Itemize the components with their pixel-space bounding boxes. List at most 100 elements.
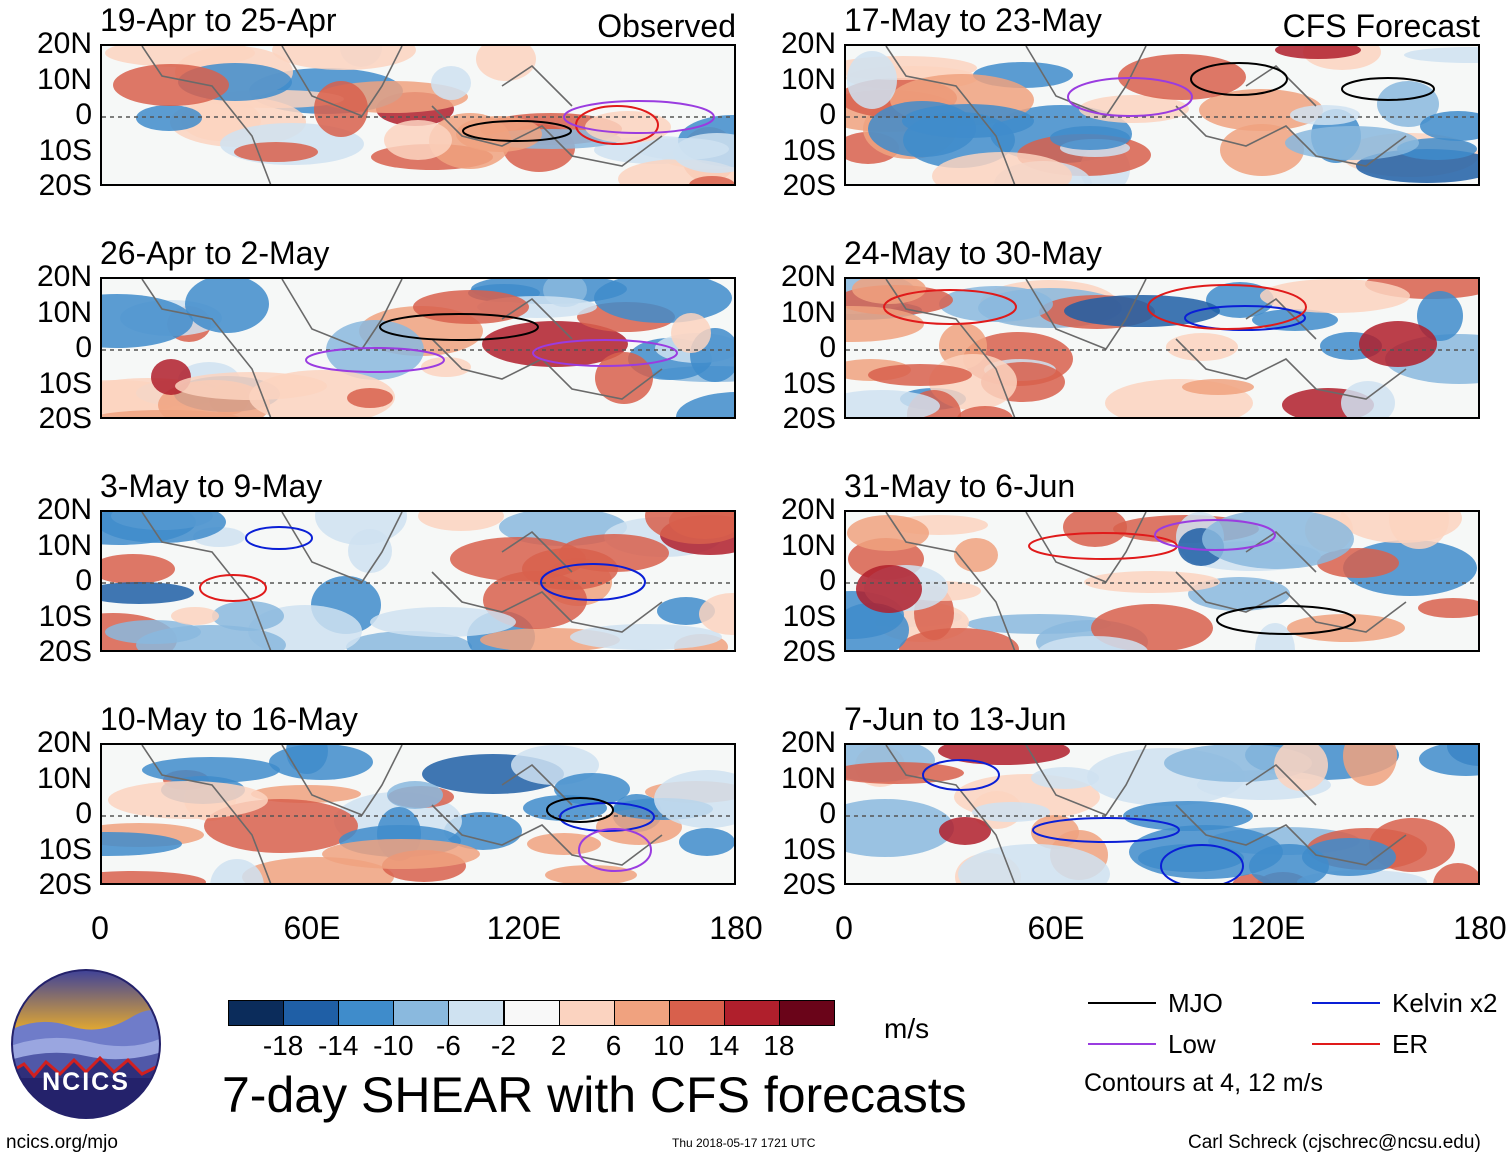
lat-tick-label: 10S (782, 599, 836, 633)
shear-anomaly-blob (846, 799, 954, 857)
shear-anomaly-blob (348, 529, 392, 573)
lon-tick-label: 120E (1230, 910, 1306, 946)
shear-anomaly-blob (846, 306, 924, 342)
shear-anomaly-blob (856, 565, 922, 613)
wave-contour (563, 100, 715, 134)
shear-anomaly-blob (272, 46, 416, 70)
panel-title: 10-May to 16-May (100, 701, 358, 737)
shear-anomaly-blob (868, 101, 976, 157)
shear-anomaly-blob (1275, 46, 1361, 59)
site-link[interactable]: ncics.org/mjo (6, 1132, 118, 1153)
lat-tick-label: 10N (780, 62, 836, 96)
panel-title: 17-May to 23-May (844, 2, 1102, 38)
panel-title: 19-Apr to 25-Apr (100, 2, 337, 38)
map-panel (100, 510, 736, 652)
colorbar-swatch (613, 1000, 670, 1026)
legend-line-mjo (1088, 1002, 1156, 1004)
colorbar-tick-label: 14 (708, 1030, 740, 1061)
shear-field (846, 512, 1478, 650)
colorbar-tick-label: 6 (605, 1030, 622, 1061)
shear-field (846, 46, 1478, 184)
shear-anomaly-blob (679, 828, 734, 856)
lon-tick-label: 120E (486, 910, 562, 946)
lat-tick-label: 20N (780, 726, 836, 759)
wave-contour (546, 797, 614, 823)
shear-anomaly-blob (545, 865, 637, 883)
shear-anomaly-blob (1031, 767, 1099, 789)
shear-anomaly-blob (1138, 844, 1244, 872)
lat-tick-label: 20N (36, 260, 92, 293)
shear-anomaly-blob (102, 554, 175, 584)
wave-contour (1341, 77, 1435, 101)
shear-anomaly-blob (846, 603, 909, 650)
lat-tick-label: 20N (36, 726, 92, 759)
shear-anomaly-blob (102, 410, 240, 417)
shear-anomaly-blob (1343, 745, 1397, 786)
lat-tick-label: 10N (36, 62, 92, 96)
shear-anomaly-blob (1285, 126, 1419, 160)
lat-tick-label: 10N (36, 761, 92, 795)
legend-line-kelvin-x2 (1312, 1002, 1380, 1004)
shear-anomaly-blob (671, 313, 711, 353)
wave-contour (199, 574, 267, 602)
shear-anomaly-blob (102, 294, 193, 348)
shear-anomaly-blob (212, 601, 284, 631)
colorbar-tick-label: -2 (491, 1030, 516, 1061)
coastline (141, 745, 663, 883)
colorbar-swatch (448, 1000, 505, 1026)
colorbar-swatch (723, 1000, 780, 1026)
coastline (141, 512, 663, 650)
map-panel (844, 510, 1480, 652)
shear-anomaly-blob (1063, 512, 1127, 547)
shear-anomaly-blob (136, 105, 202, 131)
shear-anomaly-blob (1199, 89, 1323, 131)
shear-anomaly-blob (175, 372, 327, 400)
shear-anomaly-blob (594, 279, 732, 323)
lat-tick-label: 0 (75, 331, 92, 364)
wave-contour (1147, 284, 1307, 330)
shear-anomaly-blob (444, 812, 522, 850)
colorbar-tick-label: -10 (373, 1030, 414, 1061)
shear-anomaly-blob (102, 512, 226, 543)
shear-anomaly-blob (251, 785, 361, 803)
shear-anomaly-blob (847, 515, 929, 551)
shear-anomaly-blob (108, 781, 268, 819)
lat-tick-label: 0 (75, 564, 92, 597)
wave-contour (1184, 305, 1306, 331)
shear-anomaly-blob (102, 871, 206, 883)
legend-line-er (1312, 1043, 1380, 1045)
shear-anomaly-blob (314, 81, 368, 137)
shear-anomaly-blob (142, 757, 280, 783)
shear-anomaly-blob (899, 628, 1019, 650)
shear-field (846, 745, 1478, 883)
map-panel (844, 44, 1480, 186)
shear-anomaly-blob (113, 64, 229, 106)
map-panel (100, 277, 736, 419)
shear-anomaly-blob (699, 593, 734, 635)
colorbar-swatch (228, 1000, 285, 1026)
shear-anomaly-blob (972, 802, 1050, 822)
map-panel (100, 44, 736, 186)
shear-anomaly-blob (418, 512, 504, 531)
shear-anomaly-blob (1050, 126, 1130, 150)
lat-tick-label: 10S (38, 832, 92, 866)
colorbar-swatch (778, 1000, 835, 1026)
shear-anomaly-blob (1038, 636, 1148, 650)
shear-anomaly-blob (932, 152, 1072, 184)
colorbar-tick-label: 2 (550, 1030, 567, 1061)
shear-anomaly-blob (654, 770, 734, 828)
panel-tag: CFS Forecast (1282, 8, 1480, 44)
contour-note: Contours at 4, 12 m/s (1084, 1069, 1324, 1097)
shear-anomaly-blob (1433, 863, 1478, 883)
lat-tick-label: 20S (38, 402, 92, 435)
shear-anomaly-blob (645, 512, 734, 544)
lat-tick-label: 0 (819, 98, 836, 131)
shear-anomaly-blob (1377, 81, 1439, 127)
coastline (885, 745, 1407, 883)
panel-title: 26-Apr to 2-May (100, 235, 330, 271)
wave-contour (532, 339, 678, 367)
panel-title: 3-May to 9-May (100, 468, 323, 504)
panel-tag: Observed (597, 8, 736, 44)
shear-anomaly-blob (370, 607, 516, 637)
wave-contour (1190, 62, 1288, 96)
